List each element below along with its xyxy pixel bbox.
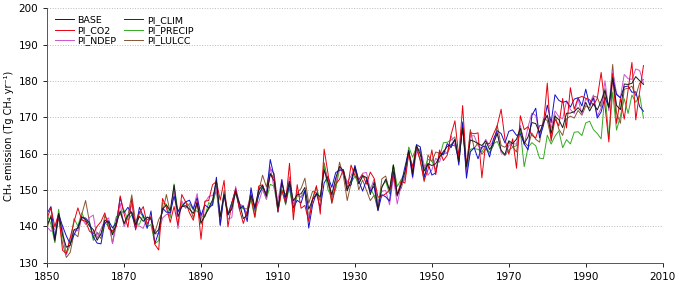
Line: BASE: BASE [47, 77, 643, 247]
PI_CLIM [293, 198, 301, 202]
PI_CLIM [66, 242, 74, 246]
PI_NDEP [401, 177, 409, 181]
PI_PRECIP [528, 141, 536, 144]
BASE [270, 179, 278, 183]
PI_PRECIP [401, 171, 409, 175]
PI_LULCC [197, 223, 205, 226]
PI_CLIM [609, 76, 617, 80]
PI_CO2 [293, 183, 301, 186]
PI_LULCC [43, 226, 51, 230]
BASE [401, 170, 409, 174]
PI_CO2 [63, 252, 71, 255]
BASE [458, 126, 466, 129]
PI_NDEP [43, 225, 51, 229]
PI_PRECIP [609, 90, 617, 94]
PI_CO2 [401, 181, 409, 185]
PI_CLIM [528, 114, 536, 117]
PI_PRECIP [43, 213, 51, 216]
PI_NDEP [197, 218, 205, 222]
PI_PRECIP [293, 194, 301, 197]
PI_NDEP [270, 187, 278, 190]
PI_CO2 [43, 217, 51, 220]
PI_LULCC [458, 124, 466, 128]
PI_NDEP [458, 126, 466, 129]
PI_CO2 [458, 104, 466, 107]
PI_NDEP [293, 191, 301, 194]
PI_CO2 [639, 64, 647, 67]
PI_CO2 [528, 134, 536, 137]
PI_LULCC [528, 131, 536, 135]
PI_CLIM [458, 121, 466, 124]
BASE [639, 83, 647, 86]
PI_NDEP [528, 111, 536, 115]
PI_CO2 [197, 238, 205, 241]
PI_PRECIP [197, 214, 205, 218]
PI_LULCC [639, 78, 647, 81]
Line: PI_LULCC: PI_LULCC [47, 64, 643, 257]
PI_CLIM [197, 214, 205, 217]
Line: PI_CLIM: PI_CLIM [47, 78, 643, 244]
PI_CO2 [628, 61, 636, 64]
BASE [293, 193, 301, 196]
PI_CO2 [270, 176, 278, 180]
PI_PRECIP [639, 116, 647, 120]
BASE [43, 223, 51, 227]
Line: PI_PRECIP: PI_PRECIP [47, 92, 643, 254]
Line: PI_CO2: PI_CO2 [47, 62, 643, 254]
PI_CLIM [270, 175, 278, 178]
BASE [63, 245, 71, 249]
Legend: BASE, PI_CO2, PI_NDEP, PI_CLIM, PI_PRECIP, PI_LULCC: BASE, PI_CO2, PI_NDEP, PI_CLIM, PI_PRECI… [52, 13, 196, 48]
BASE [528, 121, 536, 124]
BASE [632, 75, 640, 78]
PI_LULCC [609, 63, 617, 66]
PI_PRECIP [458, 120, 466, 124]
PI_PRECIP [270, 184, 278, 188]
Y-axis label: CH₄ emission (Tg CH₄ yr⁻¹): CH₄ emission (Tg CH₄ yr⁻¹) [4, 70, 14, 200]
PI_NDEP [639, 82, 647, 85]
PI_NDEP [632, 67, 640, 71]
PI_LULCC [63, 256, 71, 259]
PI_LULCC [401, 174, 409, 177]
PI_LULCC [270, 172, 278, 175]
PI_CLIM [401, 165, 409, 169]
PI_NDEP [63, 253, 71, 256]
PI_LULCC [293, 191, 301, 194]
PI_CLIM [43, 212, 51, 215]
Line: PI_NDEP: PI_NDEP [47, 69, 643, 255]
BASE [197, 221, 205, 224]
PI_PRECIP [63, 253, 71, 256]
PI_CLIM [639, 110, 647, 113]
